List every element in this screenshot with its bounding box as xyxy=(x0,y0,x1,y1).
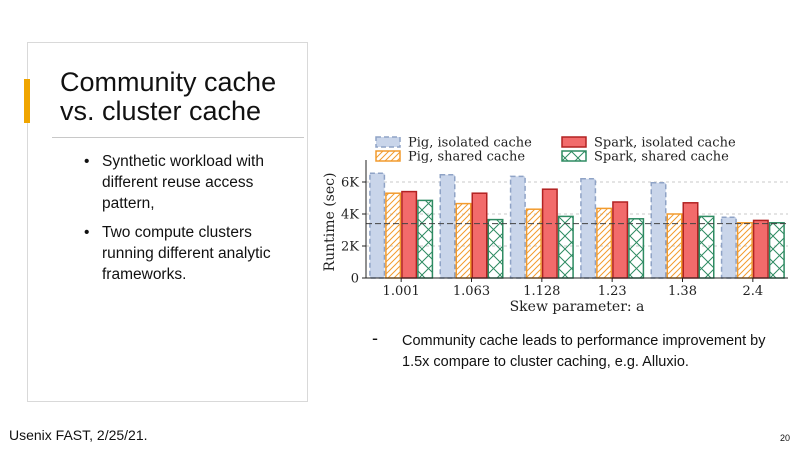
y-tick-label: 0 xyxy=(351,272,359,287)
bar xyxy=(628,218,645,279)
bullet-text: Synthetic workload with different reuse … xyxy=(102,153,264,212)
bullet-item: • Two compute clusters running different… xyxy=(84,222,294,285)
bar xyxy=(752,219,769,279)
footer-citation: Usenix FAST, 2/25/21. xyxy=(9,427,148,443)
page-number: 20 xyxy=(780,433,791,443)
bar xyxy=(698,215,715,279)
bar xyxy=(385,192,402,279)
bar xyxy=(471,192,488,279)
bullet-dot-icon: • xyxy=(84,153,90,170)
title-divider xyxy=(52,137,304,138)
bar xyxy=(525,208,542,279)
x-tick-label: 1.128 xyxy=(523,284,560,299)
x-axis-title: Skew parameter: a xyxy=(510,299,645,314)
y-tick-label: 6K xyxy=(341,176,359,191)
bar xyxy=(596,207,613,279)
bar xyxy=(487,218,504,279)
legend-swatch xyxy=(561,150,587,162)
x-tick-label: 1.063 xyxy=(453,284,490,299)
bar xyxy=(720,216,737,279)
legend-swatch xyxy=(375,136,401,148)
slide-title: Community cache vs. cluster cache xyxy=(60,68,300,126)
bar xyxy=(557,215,574,279)
bar xyxy=(541,188,558,279)
bar xyxy=(682,202,699,279)
chart-grid xyxy=(366,181,788,247)
content-card xyxy=(27,42,308,402)
y-tick-label: 2K xyxy=(341,240,359,255)
bullet-dot-icon: • xyxy=(84,224,90,241)
legend-label: Spark, shared cache xyxy=(594,150,729,165)
legend-label: Spark, isolated cache xyxy=(594,136,736,151)
bar xyxy=(509,175,526,279)
bullet-text: Two compute clusters running different a… xyxy=(102,224,271,283)
x-tick-label: 1.001 xyxy=(383,284,420,299)
bar xyxy=(417,199,434,279)
slide-title-line: vs. cluster cache xyxy=(60,96,262,126)
bar xyxy=(580,178,597,279)
bar xyxy=(369,172,386,279)
x-tick-label: 1.38 xyxy=(668,284,697,299)
slide-title-line: Community cache xyxy=(60,67,277,97)
y-tick-label: 4K xyxy=(341,208,359,223)
y-axis-title: Runtime (sec) xyxy=(322,173,338,272)
chart-bars xyxy=(366,172,788,279)
legend-label: Pig, shared cache xyxy=(408,150,525,165)
bar xyxy=(736,222,753,279)
note-dash-icon: - xyxy=(372,328,378,348)
bullet-item: • Synthetic workload with different reus… xyxy=(84,151,294,214)
title-accent-bar xyxy=(24,79,30,123)
x-tick-label: 1.23 xyxy=(598,284,627,299)
bar xyxy=(401,190,418,279)
legend-label: Pig, isolated cache xyxy=(408,136,532,151)
bar xyxy=(768,222,785,279)
bar xyxy=(650,182,667,279)
legend-swatch xyxy=(375,150,401,162)
x-tick-label: 2.4 xyxy=(742,284,763,299)
bar xyxy=(455,202,472,279)
note-text: Community cache leads to performance imp… xyxy=(402,333,766,370)
bar xyxy=(439,174,456,279)
chart-axes: 0 2K 4K 6K 1.001 1.063 1.128 1.23 1.38 2.4 Skew pa… xyxy=(322,160,788,314)
bar xyxy=(612,201,629,279)
bullet-list: • Synthetic workload with different reus… xyxy=(84,151,294,293)
legend-swatch xyxy=(561,136,587,148)
